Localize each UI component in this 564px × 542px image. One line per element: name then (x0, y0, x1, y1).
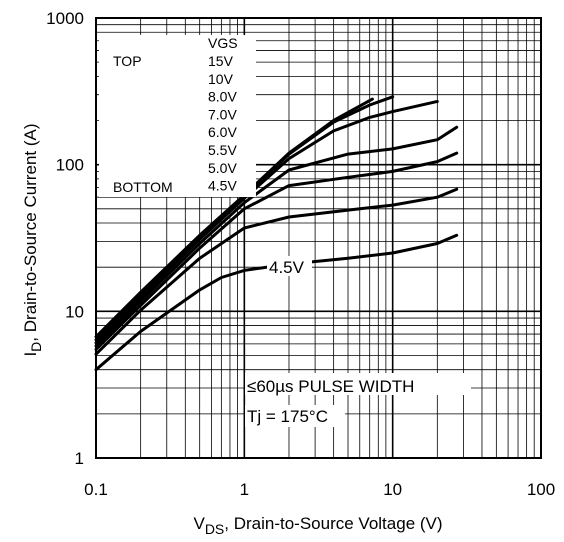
y-tick-label: 100 (56, 156, 84, 175)
pulse-note-bg (245, 373, 471, 395)
curve-label-4-5v: 4.5V (269, 258, 305, 277)
series-line-6 (94, 187, 459, 356)
x-axis-title-sub: DS (205, 521, 224, 537)
legend-entries: 15V 10V 8.0V7.0V 6.0V 5.5V 5.0V 4.5V (208, 53, 237, 194)
x-axis-title: VDS, Drain-to-Source Voltage (V) (193, 514, 442, 537)
y-axis-title-main: I (21, 352, 40, 357)
y-tick-label: 10 (65, 302, 84, 321)
x-axis-title-rest: , Drain-to-Source Voltage (V) (224, 514, 442, 533)
x-tick-label: 10 (383, 480, 402, 499)
plot-frame (95, 17, 542, 459)
curve-label-bg (267, 256, 312, 276)
y-tick-label: 1 (75, 449, 84, 468)
series-line-7 (94, 233, 459, 372)
series-line-4 (94, 125, 459, 348)
y-axis-title-rest: , Drain-to-Source Current (A) (21, 123, 40, 341)
y-tick-labels: 1 10 100 1000 (46, 9, 84, 468)
legend-entry: 7.0V (208, 106, 237, 122)
legend-entry: 8.0V (208, 89, 237, 105)
y-axis-title: ID, Drain-to-Source Current (A) (21, 123, 44, 356)
legend-entry: 6.0V (208, 124, 237, 140)
legend-entry: 5.0V (208, 160, 237, 176)
y-axis-title-sub: D (28, 342, 44, 352)
legend-entry: 15V (208, 53, 234, 69)
x-tick-labels: 0.1 1 10 100 (84, 480, 555, 499)
legend-entry: 4.5V (208, 178, 237, 194)
legend-entry: 5.5V (208, 142, 237, 158)
temp-note-bg (245, 405, 345, 427)
junction-temp-note: Tj = 175°C (247, 407, 328, 426)
series-line-5 (94, 151, 459, 351)
x-tick-label: 1 (240, 480, 249, 499)
legend-top-label: TOP (113, 53, 142, 69)
legend-header: VGS (208, 35, 238, 51)
series-line-2 (94, 95, 395, 342)
x-tick-label: 0.1 (84, 480, 108, 499)
y-tick-label: 1000 (46, 9, 84, 28)
x-axis-title-main: V (193, 514, 205, 533)
pulse-width-note: ≤60µs PULSE WIDTH (247, 377, 414, 396)
series-line-3 (94, 99, 439, 345)
legend-entry: 10V (208, 71, 234, 87)
x-tick-label: 100 (527, 480, 555, 499)
legend-box (99, 35, 256, 197)
series-group (94, 95, 459, 372)
legend-bottom-label: BOTTOM (113, 179, 173, 195)
